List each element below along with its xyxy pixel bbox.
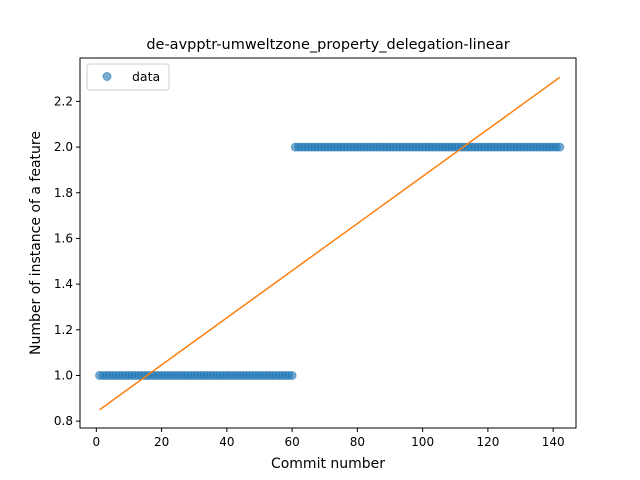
plot-area (80, 58, 576, 428)
x-tick-label: 140 (542, 435, 565, 449)
x-axis-ticks: 0 20 40 60 80 100 120 140 (92, 428, 565, 449)
y-tick-label: 2.0 (54, 140, 73, 154)
data-series-points (95, 142, 565, 380)
y-tick-label: 1.8 (54, 186, 73, 200)
fit-line (99, 76, 561, 411)
y-tick-label: 1.0 (54, 368, 73, 382)
legend-marker-data (102, 72, 112, 81)
y-axis-label: Number of instance of a feature (28, 131, 44, 355)
y-tick-label: 2.2 (54, 94, 73, 108)
y-tick-label: 1.6 (54, 231, 73, 245)
plot-frame (79, 57, 577, 429)
x-tick-label: 120 (476, 435, 499, 449)
data-point (555, 142, 565, 152)
x-tick-label: 80 (350, 435, 365, 449)
x-tick-label: 0 (92, 435, 100, 449)
x-axis-label: Commit number (271, 456, 385, 472)
y-tick-label: 0.8 (54, 414, 73, 428)
legend-label-data: data (132, 69, 160, 84)
x-tick-label: 60 (284, 435, 299, 449)
x-tick-label: 20 (154, 435, 169, 449)
legend: data (86, 63, 170, 91)
legend-box (86, 63, 170, 91)
chart-title: de-avpptr-umweltzone_property_delegation… (146, 37, 509, 53)
y-tick-label: 1.2 (54, 323, 73, 337)
fit-line-series (99, 76, 561, 411)
y-axis-ticks: 0.8 1.0 1.2 1.4 1.6 1.8 2.0 2.2 (54, 94, 80, 428)
x-tick-label: 40 (219, 435, 234, 449)
data-point (287, 370, 297, 380)
y-tick-label: 1.4 (54, 277, 73, 291)
x-tick-label: 100 (411, 435, 434, 449)
